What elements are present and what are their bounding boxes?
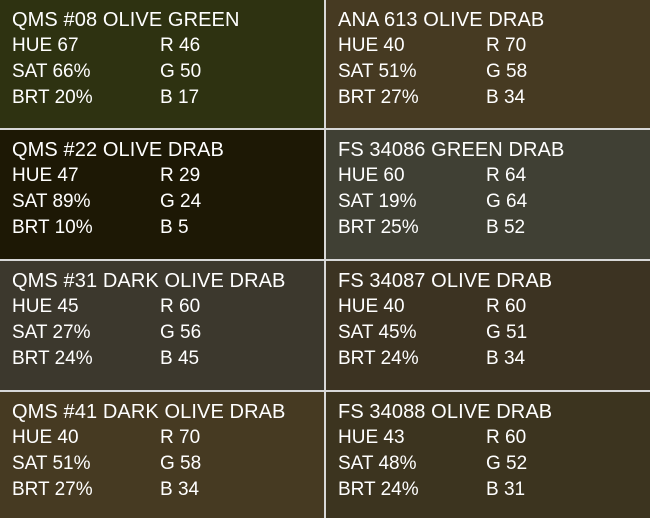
swatch-sat-value: SAT 48% <box>338 453 417 474</box>
color-swatch-qms-31-dark-olive-drab: QMS #31 DARK OLIVE DRAB HUE 45 R 60 SAT 27%… <box>0 261 324 390</box>
color-swatch-fs-34088-olive-drab: FS 34088 OLIVE DRAB HUE 43 R 60 SAT 48% G 52… <box>326 392 650 518</box>
swatch-g-value: G 51 <box>486 322 528 343</box>
swatch-title: QMS #41 DARK OLIVE DRAB <box>12 401 286 423</box>
swatch-hue-value: HUE 45 <box>12 296 79 317</box>
swatch-b-value: B 34 <box>486 348 526 369</box>
swatch-r-value: R 46 <box>160 35 201 56</box>
swatch-title: QMS #22 OLIVE DRAB <box>12 139 224 161</box>
swatch-b-value: B 5 <box>160 217 189 238</box>
swatch-sat-value: SAT 51% <box>338 61 417 82</box>
swatch-sat-value: SAT 66% <box>12 61 91 82</box>
swatch-sat-value: SAT 89% <box>12 191 91 212</box>
swatch-sat-value: SAT 51% <box>12 453 91 474</box>
swatch-hue-value: HUE 60 <box>338 165 405 186</box>
swatch-hue-value: HUE 40 <box>338 35 405 56</box>
swatch-brt-value: BRT 25% <box>338 217 419 238</box>
swatch-title: FS 34086 GREEN DRAB <box>338 139 565 161</box>
swatch-b-value: B 52 <box>486 217 526 238</box>
color-swatch-fs-34086-green-drab: FS 34086 GREEN DRAB HUE 60 R 64 SAT 19% G 64… <box>326 130 650 259</box>
color-swatch-qms-22-olive-drab: QMS #22 OLIVE DRAB HUE 47 R 29 SAT 89% G 24 B… <box>0 130 324 259</box>
swatch-brt-value: BRT 20% <box>12 87 93 108</box>
swatch-brt-value: BRT 24% <box>338 479 419 500</box>
color-swatch-fs-34087-olive-drab: FS 34087 OLIVE DRAB HUE 40 R 60 SAT 45% G 51… <box>326 261 650 390</box>
swatch-sat-value: SAT 27% <box>12 322 91 343</box>
swatch-r-value: R 29 <box>160 165 201 186</box>
swatch-r-value: R 70 <box>486 35 527 56</box>
swatch-b-value: B 34 <box>486 87 526 108</box>
swatch-brt-value: BRT 27% <box>338 87 419 108</box>
swatch-r-value: R 60 <box>160 296 201 317</box>
swatch-b-value: B 34 <box>160 479 200 500</box>
swatch-title: QMS #31 DARK OLIVE DRAB <box>12 270 286 292</box>
swatch-g-value: G 24 <box>160 191 202 212</box>
swatch-brt-value: BRT 27% <box>12 479 93 500</box>
swatch-hue-value: HUE 43 <box>338 427 405 448</box>
swatch-hue-value: HUE 47 <box>12 165 79 186</box>
swatch-title: FS 34088 OLIVE DRAB <box>338 401 553 423</box>
swatch-hue-value: HUE 67 <box>12 35 79 56</box>
color-swatch-ana-613-olive-drab: ANA 613 OLIVE DRAB HUE 40 R 70 SAT 51% G 58 B… <box>326 0 650 128</box>
swatch-g-value: G 52 <box>486 453 528 474</box>
swatch-brt-value: BRT 24% <box>12 348 93 369</box>
swatch-r-value: R 70 <box>160 427 201 448</box>
color-swatch-qms-08-olive-green: QMS #08 OLIVE GREEN HUE 67 R 46 SAT 66% G 50… <box>0 0 324 128</box>
swatch-b-value: B 45 <box>160 348 200 369</box>
swatch-g-value: G 58 <box>486 61 528 82</box>
swatch-hue-value: HUE 40 <box>338 296 405 317</box>
swatch-brt-value: BRT 24% <box>338 348 419 369</box>
swatch-sat-value: SAT 19% <box>338 191 417 212</box>
swatch-g-value: G 58 <box>160 453 202 474</box>
swatch-r-value: R 60 <box>486 427 527 448</box>
swatch-r-value: R 64 <box>486 165 527 186</box>
swatch-g-value: G 64 <box>486 191 528 212</box>
swatch-b-value: B 17 <box>160 87 200 108</box>
swatch-brt-value: BRT 10% <box>12 217 93 238</box>
color-swatch-qms-41-dark-olive-drab: QMS #41 DARK OLIVE DRAB HUE 40 R 70 SAT 51%… <box>0 392 324 518</box>
swatch-sat-value: SAT 45% <box>338 322 417 343</box>
swatch-hue-value: HUE 40 <box>12 427 79 448</box>
swatch-b-value: B 31 <box>486 479 526 500</box>
swatch-title: QMS #08 OLIVE GREEN <box>12 9 240 31</box>
swatch-r-value: R 60 <box>486 296 527 317</box>
swatch-title: ANA 613 OLIVE DRAB <box>338 9 545 31</box>
swatch-title: FS 34087 OLIVE DRAB <box>338 270 553 292</box>
swatch-g-value: G 50 <box>160 61 202 82</box>
swatch-g-value: G 56 <box>160 322 202 343</box>
